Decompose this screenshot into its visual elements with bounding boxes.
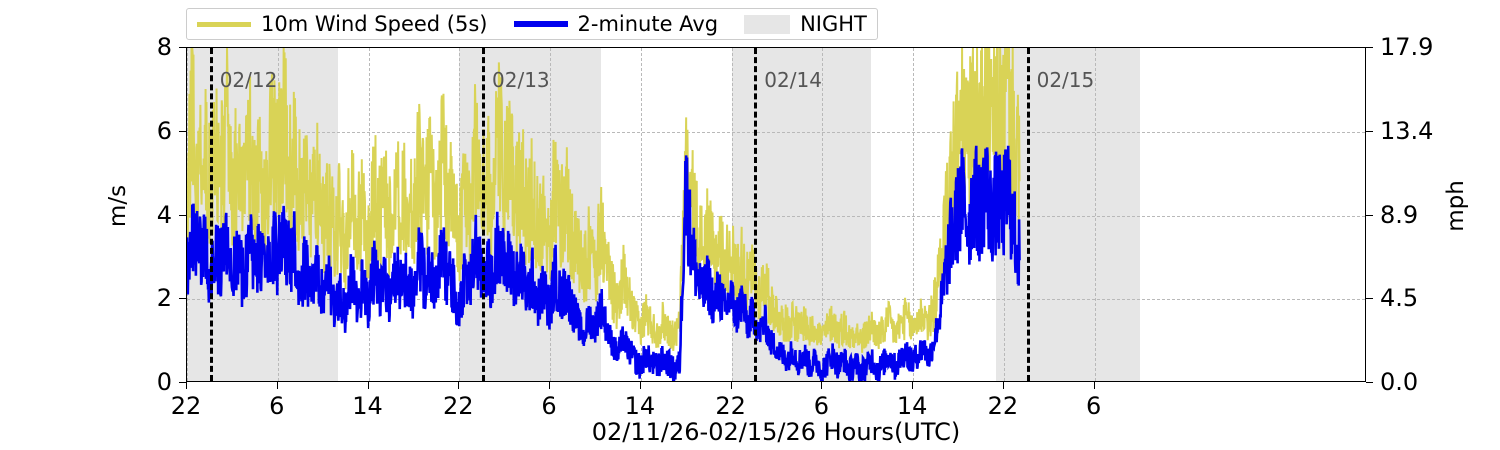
y-axis-left-tick bbox=[179, 130, 186, 132]
series-canvas bbox=[187, 48, 1365, 381]
day-boundary-line bbox=[1026, 48, 1030, 381]
day-boundary-line bbox=[482, 48, 485, 381]
legend-item-gust: 10m Wind Speed (5s) bbox=[197, 11, 488, 36]
gridline-vertical bbox=[731, 48, 733, 381]
x-axis-tick bbox=[186, 382, 187, 389]
x-axis-tick-label: 6 bbox=[813, 392, 830, 420]
y-axis-left-tick bbox=[179, 47, 186, 48]
day-boundary-line bbox=[754, 48, 758, 381]
x-axis-tick bbox=[1093, 382, 1095, 389]
legend-line-avg-icon bbox=[513, 21, 568, 27]
series-line-avg bbox=[187, 146, 1020, 381]
gridline-vertical bbox=[1094, 48, 1096, 381]
y-axis-right-tick bbox=[1366, 47, 1373, 48]
legend-patch-night-icon bbox=[744, 14, 791, 34]
day-boundary-label: 02/15 bbox=[1036, 68, 1095, 92]
y-axis-left-tick bbox=[179, 298, 186, 300]
day-boundary-label: 02/13 bbox=[492, 68, 550, 92]
y-axis-right-tick-label: 8.9 bbox=[1380, 201, 1419, 230]
x-axis-tick bbox=[1002, 382, 1004, 389]
x-axis-tick-label: 6 bbox=[269, 392, 285, 420]
legend-label-gust: 10m Wind Speed (5s) bbox=[261, 11, 488, 36]
y-axis-right-tick bbox=[1366, 131, 1373, 133]
y-axis-left-tick-label: 4 bbox=[156, 200, 172, 229]
y-axis-left-tick-label: 6 bbox=[156, 116, 172, 145]
y-axis-right-tick bbox=[1366, 297, 1373, 299]
x-axis-tick-label: 6 bbox=[541, 392, 557, 420]
legend-item-night: NIGHT bbox=[744, 11, 867, 36]
y-axis-right-tick-label: 0.0 bbox=[1380, 368, 1419, 396]
x-axis-tick bbox=[730, 382, 732, 389]
x-axis-tick-label: 22 bbox=[715, 392, 746, 420]
x-axis-tick bbox=[367, 382, 369, 389]
x-axis-tick-label: 14 bbox=[624, 392, 656, 420]
chart-legend: 10m Wind Speed (5s) 2-minute Avg NIGHT bbox=[186, 8, 878, 40]
x-axis-tick-label: 6 bbox=[1086, 392, 1102, 420]
x-axis-tick-label: 22 bbox=[987, 392, 1019, 420]
x-axis-tick-label: 22 bbox=[443, 392, 474, 420]
day-boundary-line bbox=[209, 48, 213, 381]
gridline-horizontal bbox=[187, 131, 1365, 133]
plot-area: 02/12 02/13 02/14 02/15 bbox=[186, 47, 1366, 382]
gridline-vertical bbox=[640, 48, 642, 381]
y-axis-left-tick-label: 8 bbox=[156, 33, 172, 61]
x-axis-tick bbox=[912, 382, 914, 389]
y-axis-right-tick bbox=[1366, 382, 1373, 383]
y-axis-right-tick-label: 4.5 bbox=[1380, 283, 1419, 312]
y-axis-left-tick-label: 0 bbox=[156, 368, 172, 396]
day-boundary-label: 02/12 bbox=[219, 68, 278, 92]
x-axis-tick-label: 14 bbox=[352, 392, 383, 420]
gridline-vertical bbox=[913, 48, 915, 381]
x-axis-title: 02/11/26-02/15/26 Hours(UTC) bbox=[591, 418, 961, 446]
x-axis-tick bbox=[821, 382, 823, 389]
y-axis-right-tick-label: 17.9 bbox=[1380, 33, 1434, 61]
day-boundary-label: 02/14 bbox=[764, 68, 822, 92]
y-axis-left-tick bbox=[179, 214, 186, 216]
x-axis-tick bbox=[458, 382, 460, 389]
x-axis-tick-label: 14 bbox=[896, 392, 928, 420]
y-axis-right-tick-label: 13.4 bbox=[1380, 117, 1434, 146]
x-axis-tick bbox=[276, 382, 278, 389]
legend-line-gust-icon bbox=[197, 21, 251, 27]
legend-item-avg: 2-minute Avg bbox=[513, 11, 719, 36]
x-axis-tick bbox=[639, 382, 641, 389]
y-axis-left-tick-label: 2 bbox=[156, 284, 172, 313]
x-axis-tick bbox=[549, 382, 551, 389]
legend-label-avg: 2-minute Avg bbox=[577, 11, 719, 36]
series-line-gust bbox=[187, 48, 1020, 353]
gridline-horizontal bbox=[187, 215, 1365, 217]
y-axis-left-tick bbox=[179, 382, 186, 383]
night-shading-band bbox=[995, 48, 1141, 381]
y-axis-right-title: mph bbox=[1443, 180, 1469, 232]
gridline-vertical bbox=[822, 48, 824, 381]
legend-label-night: NIGHT bbox=[800, 11, 867, 36]
y-axis-right-tick bbox=[1366, 215, 1373, 217]
x-axis-tick-label: 22 bbox=[170, 392, 202, 420]
